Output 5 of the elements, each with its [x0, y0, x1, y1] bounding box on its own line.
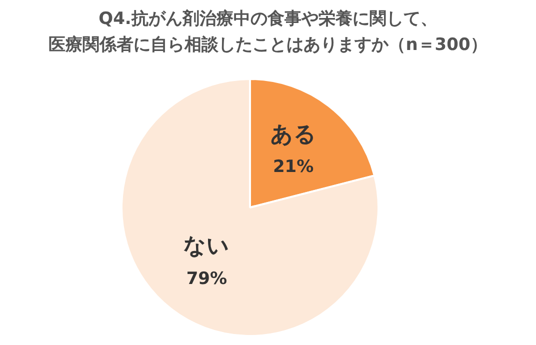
data-label: 21% [272, 157, 314, 178]
slice-label: ない [184, 234, 230, 260]
data-label: 79% [186, 268, 228, 289]
chart-title: Q4.抗がん剤治療中の食事や栄養に関して、医療関係者に自ら相談したことはありますか（n＝300） [48, 8, 488, 57]
slice-label: ある [270, 122, 316, 148]
